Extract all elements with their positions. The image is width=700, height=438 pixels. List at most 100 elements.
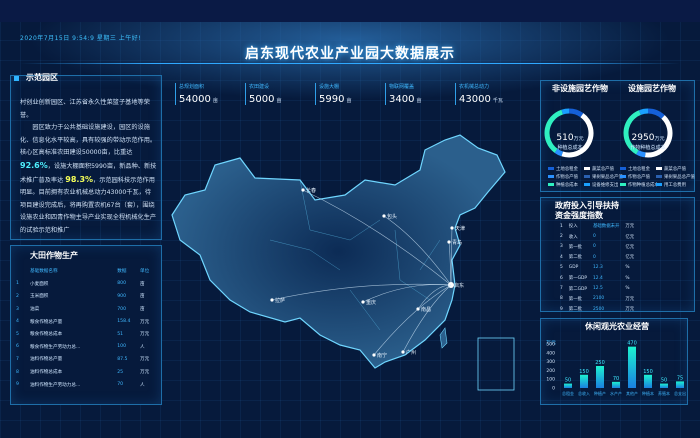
legend-swatch xyxy=(656,167,662,170)
gov-cell: 9 xyxy=(560,306,563,312)
y-axis-label: 万元 xyxy=(546,340,556,346)
city-label: 包头 xyxy=(387,213,397,220)
kpi-label: 农田建设 xyxy=(249,84,270,90)
table-row: 8 第一批 2100 万元 xyxy=(560,294,640,304)
gov-cell: 第一批 xyxy=(568,296,582,302)
bar[interactable] xyxy=(564,383,572,388)
bar[interactable] xyxy=(580,374,588,388)
city-marker[interactable] xyxy=(450,226,454,230)
table-row: 1 小麦面积 800 亩 xyxy=(16,278,156,291)
city-label: 南宁 xyxy=(377,352,387,359)
legend-swatch xyxy=(584,183,590,186)
gov-table: 1 投入 基础数据未开 万元 2 收入 0 亿元 3 第一批 0 亿元 4 第二批 0 亿元 5 GDP 12.3%… xyxy=(560,221,640,315)
bar[interactable] xyxy=(628,346,636,388)
legend-label: 作物总产值 xyxy=(628,175,650,180)
gov-cell: 0 xyxy=(593,254,596,260)
bar[interactable] xyxy=(676,381,684,388)
gov-cell: 0 xyxy=(593,244,596,250)
flow-line xyxy=(402,284,452,353)
kpi-card: 总规划面积 54000 亩 xyxy=(175,83,218,105)
kpi-label: 农机械总动力 xyxy=(459,84,490,90)
bar-value-label: 470 xyxy=(627,341,637,347)
cell-n: 3 xyxy=(16,306,19,312)
donut-right-value: 2950 xyxy=(631,133,655,143)
table-row: 2 收入 0 亿元 xyxy=(560,231,640,241)
gov-cell: 万元 xyxy=(625,224,635,230)
donut-segment xyxy=(554,148,564,157)
legend-item: 设备维修支出 xyxy=(584,182,618,188)
city-marker[interactable] xyxy=(447,240,451,244)
bar[interactable] xyxy=(644,374,652,388)
cell-u: 万元 xyxy=(140,357,150,363)
bar[interactable] xyxy=(596,366,604,388)
field-crops-panel xyxy=(10,245,162,405)
chart-title: 休闲观光农业经营 xyxy=(585,322,649,331)
horti-right-title: 设施园艺作物 xyxy=(628,84,676,93)
leisure-bar-chart: 万元 0 100 200 300 400 500 50 总租金 150 总收入 250 种植产 70 水产… xyxy=(546,340,686,396)
x-tick-label: 种植本 xyxy=(642,390,654,396)
gov-title-line2: 资金强度指数 xyxy=(555,211,603,220)
horti-left-title: 非设施园艺作物 xyxy=(552,84,608,93)
datetime: 2020年7月15日 9:54:9 星期三 上午好! xyxy=(20,35,142,42)
gov-cell: 收入 xyxy=(568,234,578,240)
col-name: 基础数据名称 xyxy=(30,269,58,275)
intro-p1: 村创业创新园区、江苏省永久性菜篮子基地等荣誉。 xyxy=(20,99,150,119)
city-label: 拉萨 xyxy=(275,297,285,304)
x-tick-label: 总租金 xyxy=(562,390,574,396)
bar[interactable] xyxy=(612,381,620,388)
city-marker[interactable] xyxy=(382,214,386,218)
cell-name: 油料作物总成本 xyxy=(30,370,63,376)
legend-item: 蔬菜总产值 xyxy=(656,166,686,172)
gov-cell: 12.3 xyxy=(593,265,603,271)
kpi-label: 设施大棚 xyxy=(319,84,340,90)
kpi-value-row: 5000 亩 xyxy=(249,94,281,105)
y-tick-label: 500 xyxy=(546,342,555,348)
legend-item: 土地总租金 xyxy=(620,166,650,172)
page-title: 启东现代农业产业园大数据展示 xyxy=(245,46,455,62)
kpi-value-row: 5990 亩 xyxy=(319,94,351,105)
city-marker[interactable] xyxy=(301,188,305,192)
cell-v: 900 xyxy=(117,293,127,299)
city-marker[interactable] xyxy=(270,298,274,302)
gov-cell: 亿元 xyxy=(625,234,635,240)
table-row: 4 第二批 0 亿元 xyxy=(560,252,640,262)
donut-charts xyxy=(544,108,673,158)
table-row: 3 油菜 700 亩 xyxy=(16,303,156,316)
flow-line xyxy=(302,189,452,286)
title-divider xyxy=(20,63,680,64)
bar[interactable] xyxy=(660,383,668,388)
city-marker[interactable] xyxy=(361,300,365,304)
table-header: 基础数据名称 数据 单位 xyxy=(16,265,156,278)
kpi-value: 43000 xyxy=(459,94,491,105)
flow-line xyxy=(448,241,452,286)
legend-swatch xyxy=(620,175,626,178)
gov-cell: 万元 xyxy=(625,307,635,313)
cell-u: 人 xyxy=(140,382,145,388)
legend-swatch xyxy=(584,175,590,178)
x-tick-label: 总支出 xyxy=(674,390,686,396)
cell-v: 800 xyxy=(117,281,127,287)
city-marker[interactable] xyxy=(401,350,405,354)
city-marker[interactable] xyxy=(372,353,376,357)
legend-item: 作物总产值 xyxy=(548,174,578,180)
gov-cell: 6 xyxy=(560,275,563,281)
gov-cell: 亿元 xyxy=(625,255,635,261)
flow-line xyxy=(417,284,452,310)
highlight-percent-2: 98.3% xyxy=(65,174,94,184)
legend-item: 蔬菜总产值 xyxy=(584,166,614,172)
intro-text-b: ，设施大棚面积5990亩，新品种、新技术推广普及率达 xyxy=(20,162,157,184)
x-tick-label: 其他产 xyxy=(626,390,638,396)
cell-n: 7 xyxy=(16,356,19,362)
city-label: 天津 xyxy=(455,225,465,232)
kpi-card: 设施大棚 5990 亩 xyxy=(315,83,351,105)
y-tick-label: 0 xyxy=(552,386,555,392)
kpi-unit: 亩 xyxy=(276,98,282,104)
legend-label: 设备维修支出 xyxy=(592,183,619,188)
taiwan-shape xyxy=(439,327,448,349)
city-label: 青岛 xyxy=(452,239,462,246)
donut-segment xyxy=(647,108,665,119)
legend-label: 用工总费用 xyxy=(664,183,686,188)
donut-segment xyxy=(544,109,564,153)
table-row: 5 粮食作物总成本 51 万元 xyxy=(16,328,156,341)
